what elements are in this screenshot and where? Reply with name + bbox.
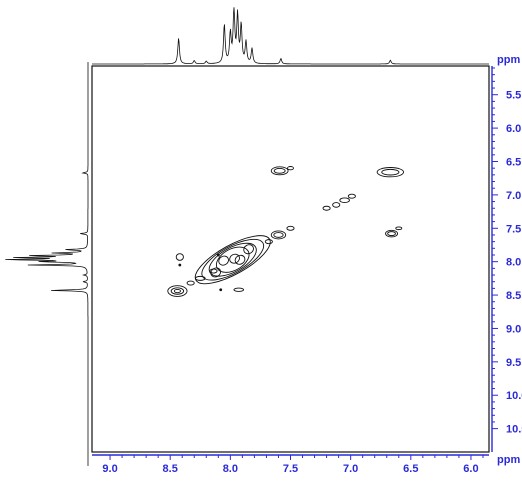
x-tick-label: 7.5 xyxy=(283,463,298,475)
cross-peak xyxy=(270,230,287,240)
cross-peak xyxy=(395,226,403,231)
plot-frame xyxy=(91,65,490,453)
cross-peak xyxy=(322,205,331,211)
left-projection-trace xyxy=(5,62,89,466)
left-projection-spectrum xyxy=(5,62,89,466)
cross-peak xyxy=(376,167,405,178)
x-tick-label: 9.0 xyxy=(102,463,117,475)
cross-peak xyxy=(339,197,350,204)
cross-peak xyxy=(332,202,341,208)
contour-peaks xyxy=(167,166,405,297)
cross-peak xyxy=(287,166,294,171)
cross-peak xyxy=(264,239,273,245)
top-projection-spectrum xyxy=(92,7,489,65)
y-tick-label: 5.5 xyxy=(506,90,521,102)
cross-peak xyxy=(286,225,295,231)
x-axis: ppm 9.0 8.5 8.0 7.5 7.0 6.5 6.0 xyxy=(92,454,520,475)
y-tick-label: 7.0 xyxy=(506,190,521,202)
x-axis-unit-label: ppm xyxy=(497,454,520,466)
noise-point xyxy=(178,263,182,267)
cross-peak xyxy=(233,287,245,292)
x-tick-label: 8.5 xyxy=(163,463,178,475)
y-axis: ppm 5.5 6.0 6.5 7.0 7.5 8.0 8.5 9.0 9.5 10.0 10.5 xyxy=(491,54,522,452)
cross-peak xyxy=(175,253,184,261)
y-tick-label: 10.5 xyxy=(506,424,522,436)
y-axis-unit-label: ppm xyxy=(497,54,520,66)
cross-peak xyxy=(385,229,399,238)
y-tick-label: 8.0 xyxy=(506,257,521,269)
x-tick-label: 8.0 xyxy=(223,463,238,475)
y-tick-label: 7.5 xyxy=(506,223,521,235)
y-tick-label: 8.5 xyxy=(506,290,521,302)
x-tick-label: 6.0 xyxy=(463,463,478,475)
x-tick-label: 7.0 xyxy=(343,463,358,475)
y-tick-label: 9.0 xyxy=(506,323,521,335)
x-tick-label: 6.5 xyxy=(403,463,418,475)
y-tick-label: 6.0 xyxy=(506,123,521,135)
cross-peak xyxy=(270,166,289,176)
diagonal-cluster xyxy=(194,235,271,285)
y-tick-label: 9.5 xyxy=(506,357,521,369)
cross-peak xyxy=(186,280,195,286)
noise-point xyxy=(219,288,223,292)
cross-peak xyxy=(167,285,188,297)
y-tick-label: 6.5 xyxy=(506,156,521,168)
noise-point xyxy=(216,253,220,257)
top-projection-trace xyxy=(92,7,489,65)
cross-peak xyxy=(347,193,356,199)
y-tick-label: 10.0 xyxy=(506,390,522,402)
